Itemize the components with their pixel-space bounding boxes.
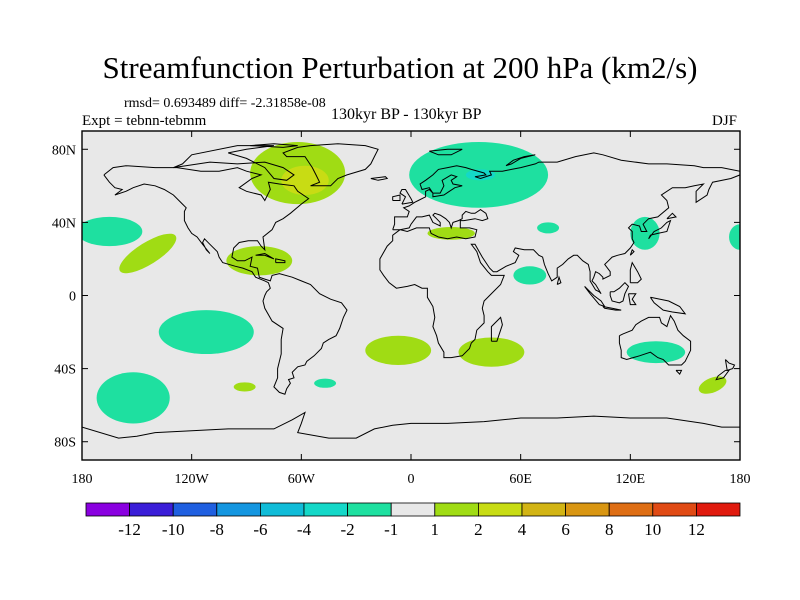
coastline: [429, 148, 463, 156]
positive-anomaly-region: [281, 165, 329, 195]
colorbar-swatch: [696, 502, 741, 517]
positive-anomaly-region: [698, 376, 727, 394]
coastline: [379, 152, 740, 359]
colorbar-swatch: [347, 502, 392, 517]
colorbar-label: 8: [605, 520, 614, 539]
colorbar-label: -1: [384, 520, 398, 539]
coastline: [629, 248, 635, 256]
lon-tick-label: 180: [730, 472, 751, 487]
coastline: [103, 165, 348, 395]
colorbar-swatch: [259, 502, 305, 517]
lon-tick-label: 120E: [616, 472, 646, 487]
coastline: [282, 143, 379, 187]
colorbar-swatch: [521, 502, 566, 517]
stats-label: rmsd= 0.693489 diff= -2.31858e-08: [124, 96, 326, 111]
lat-tick-label: 40S: [54, 363, 76, 378]
plot-title: Streamfunction Perturbation at 200 hPa (…: [102, 50, 698, 85]
coastline: [370, 176, 389, 181]
coastline: [399, 189, 414, 205]
coastline: [490, 316, 503, 342]
positive-anomaly-region: [119, 233, 177, 274]
colorbar-label: -2: [341, 520, 355, 539]
colorbar-swatch: [129, 502, 174, 517]
coastline: [715, 369, 730, 381]
coastline: [629, 261, 642, 284]
coastline: [82, 411, 740, 439]
colorbar-label: 6: [561, 520, 570, 539]
colorbar-label: 10: [644, 520, 661, 539]
colorbar: -12 -10 -8 -6 -4 -2 -1 1 2 4 6 8 10 12: [85, 502, 741, 539]
lat-tick-label: 80N: [52, 143, 76, 158]
colorbar-swatch: [216, 502, 261, 517]
colorbar-swatch: [652, 502, 697, 517]
lon-tick-label: 0: [408, 472, 415, 487]
contour-fills: [82, 141, 740, 424]
positive-anomaly-region: [427, 226, 475, 240]
negative-anomaly-region: [729, 224, 740, 250]
negative-anomaly-region: [158, 310, 254, 354]
coastline: [649, 296, 687, 315]
lat-tick-label: 80S: [54, 436, 76, 451]
coastline: [648, 219, 672, 240]
negative-anomaly-region: [314, 378, 337, 388]
negative-anomaly-region: [626, 341, 686, 364]
positive-anomaly-region: [365, 335, 432, 365]
positive-anomaly-region: [458, 337, 525, 367]
colorbar-swatch: [477, 502, 523, 517]
colorbar-label: 12: [688, 520, 705, 539]
coastline: [505, 154, 536, 167]
lat-tick-label: 0: [69, 290, 76, 305]
coastline: [275, 258, 286, 264]
colorbar-label: -10: [162, 520, 185, 539]
coastline: [556, 275, 562, 285]
lon-tick-label: 120W: [175, 472, 210, 487]
coastline: [609, 281, 630, 304]
colorbar-label: -4: [297, 520, 312, 539]
colorbar-swatch: [608, 502, 654, 517]
colorbar-label: 4: [518, 520, 527, 539]
season-label: DJF: [712, 113, 738, 129]
coastline: [675, 369, 683, 375]
negative-anomaly-region: [513, 266, 547, 285]
colorbar-swatch: [172, 502, 218, 517]
lon-tick-label: 60W: [288, 472, 316, 487]
lat-tick-label: 40N: [52, 216, 76, 231]
lon-tick-label: 180: [72, 472, 93, 487]
colorbar-swatch: [303, 502, 348, 517]
colorbar-swatch: [565, 502, 610, 517]
colorbar-label: -8: [210, 520, 224, 539]
colorbar-label: -12: [118, 520, 141, 539]
coastlines: [82, 143, 740, 439]
colorbar-label: -6: [253, 520, 267, 539]
coastline: [618, 314, 692, 366]
coastline: [392, 194, 401, 201]
negative-anomaly-region: [537, 222, 560, 234]
positive-anomaly-region: [233, 382, 256, 392]
colorbar-swatch: [85, 502, 130, 517]
negative-anomaly-region: [465, 169, 496, 181]
subtitle-label: 130kyr BP - 130kyr BP: [331, 106, 482, 123]
map-background: [82, 131, 740, 460]
coastline: [255, 252, 275, 260]
lon-tick-label: 60E: [509, 472, 532, 487]
colorbar-swatch: [434, 502, 479, 517]
negative-anomaly-region: [82, 216, 143, 247]
experiment-label: Expt = tebnn-tebmm: [82, 113, 207, 129]
coastline: [724, 359, 736, 372]
axis-ticks: 180 120W 60W 0 60E 120E 180 80N 40N 0 40S 80S: [52, 131, 751, 487]
colorbar-swatch: [390, 502, 436, 517]
coastline: [602, 306, 622, 311]
coastline: [173, 145, 295, 181]
negative-anomaly-region: [96, 372, 170, 424]
coastline: [666, 212, 678, 220]
colorbar-label: 2: [474, 520, 483, 539]
colorbar-label: 1: [431, 520, 440, 539]
coastline: [250, 143, 298, 148]
coastline: [628, 293, 637, 306]
